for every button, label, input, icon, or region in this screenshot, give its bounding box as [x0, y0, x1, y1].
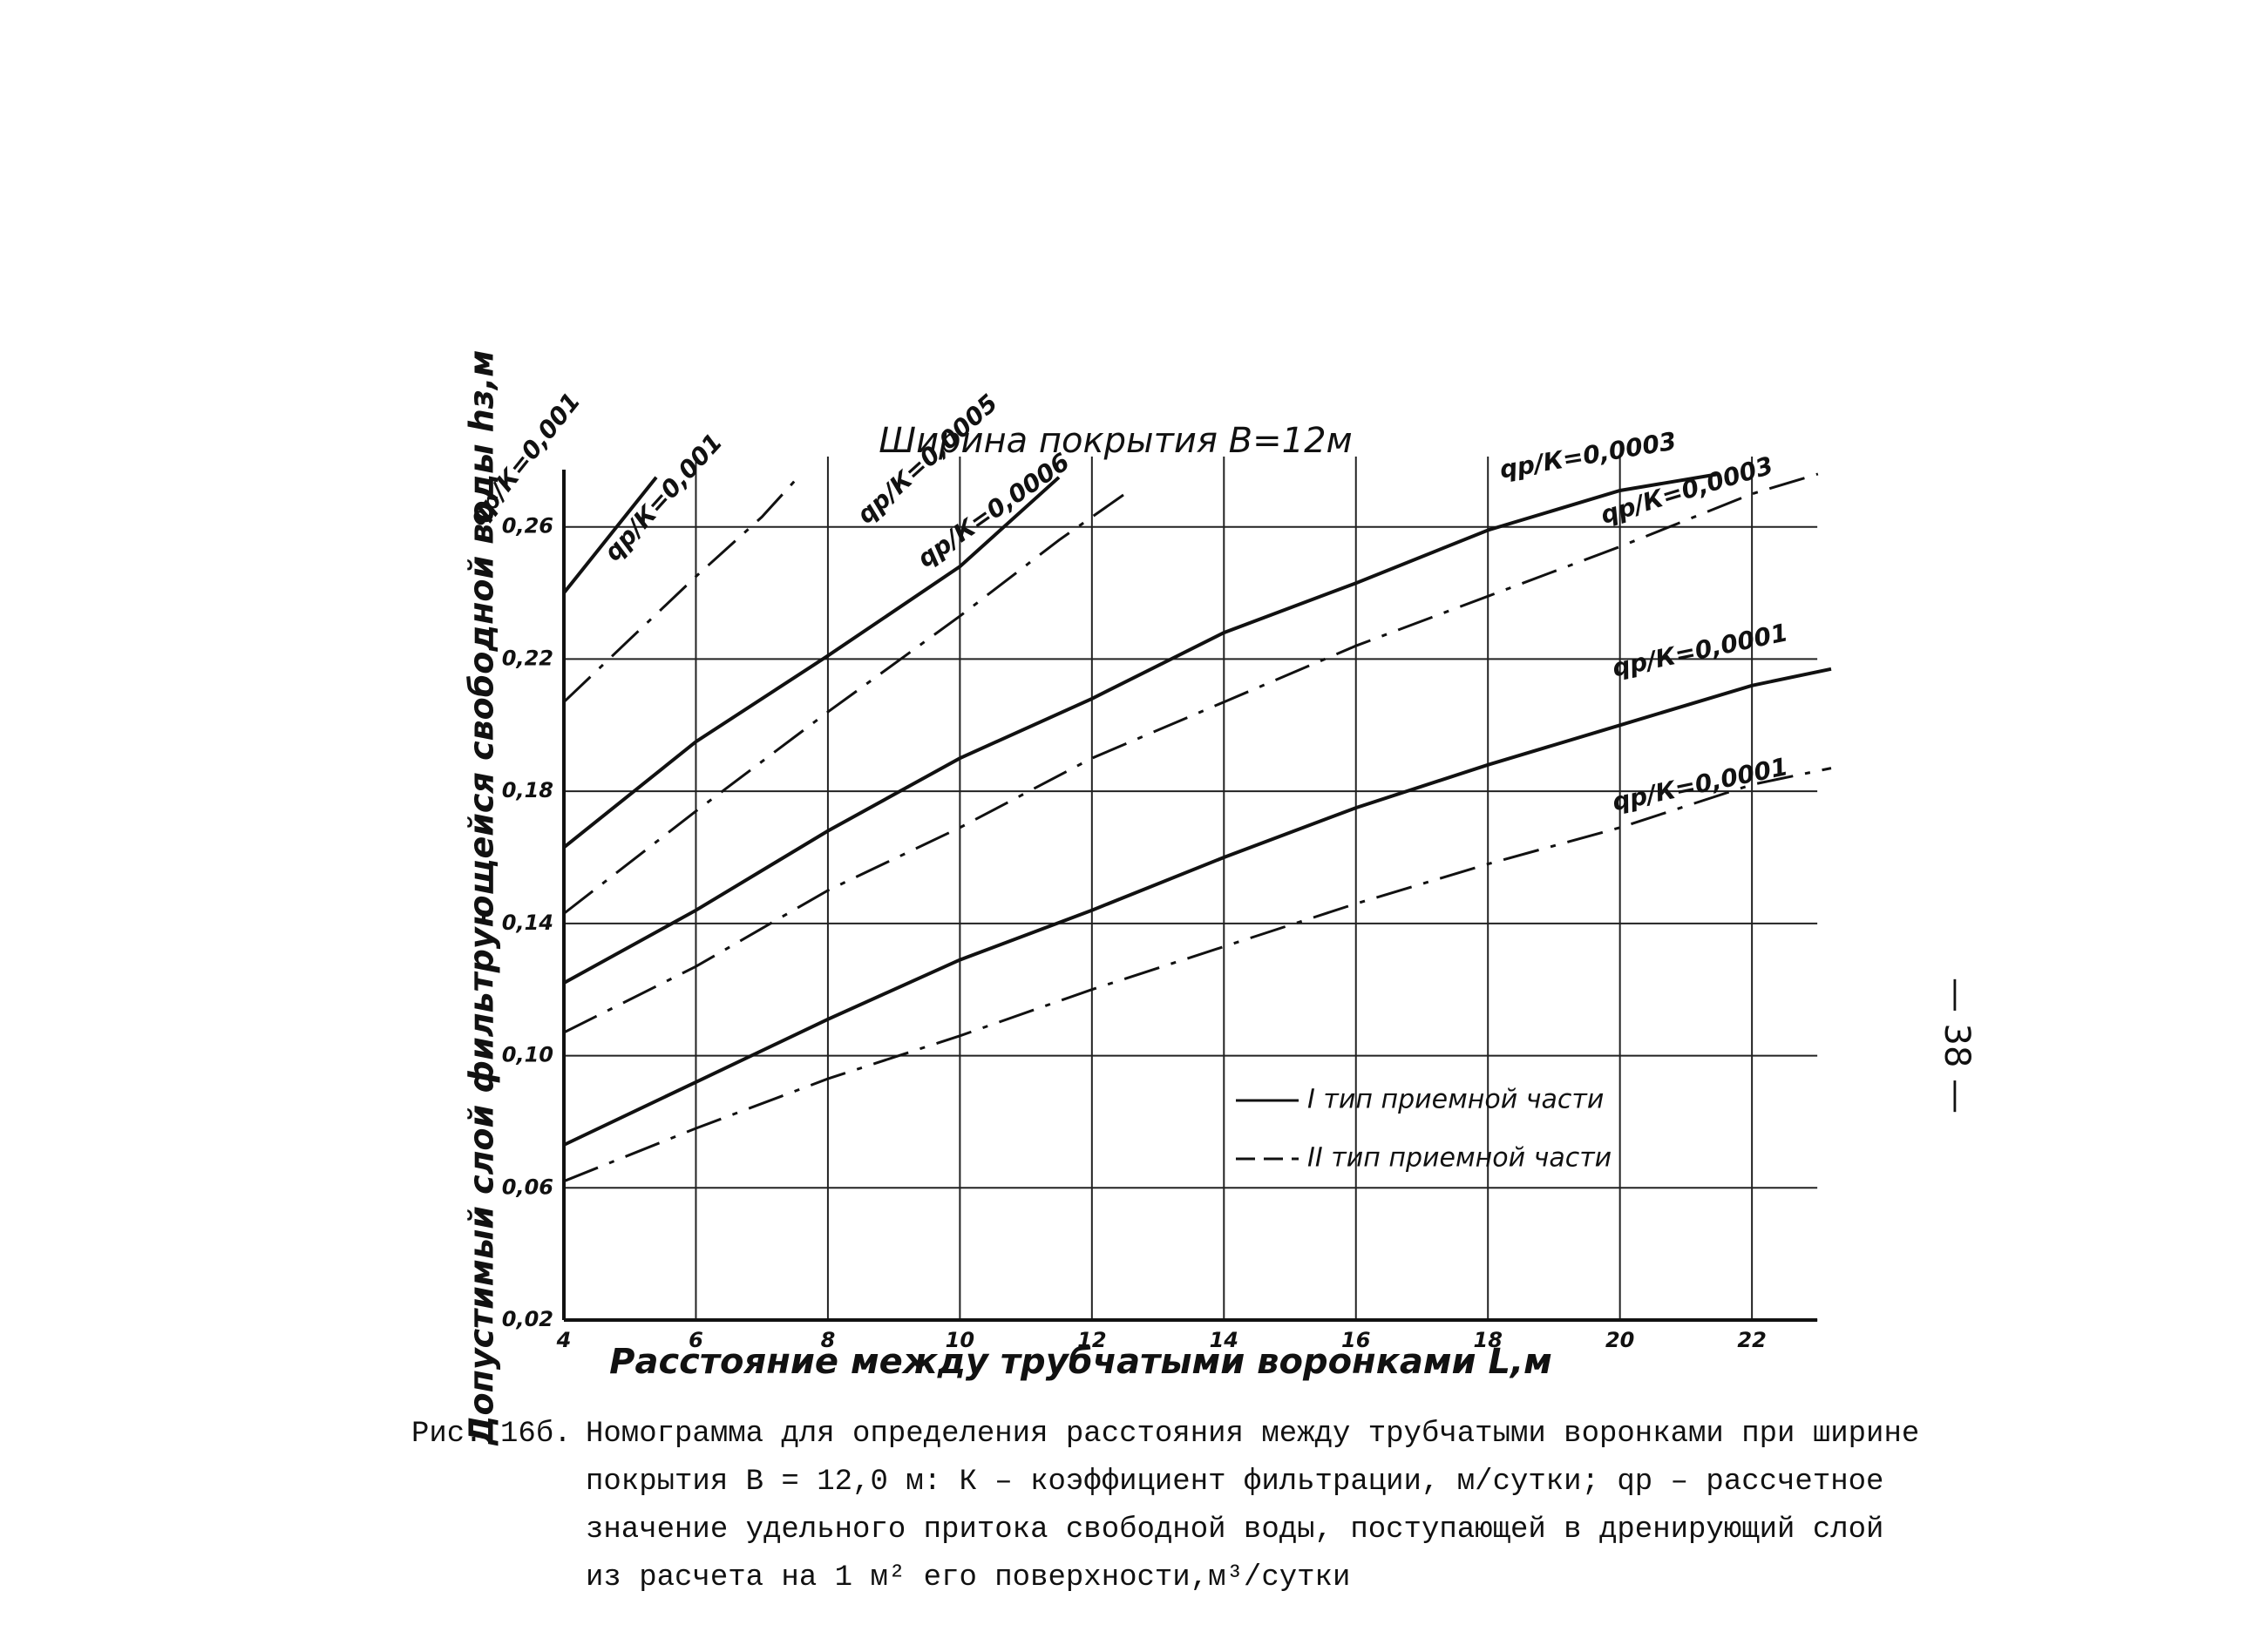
x-axis-label: Расстояние между трубчатыми воронками L,… — [609, 1342, 1552, 1382]
y-axis-label: Допустимый слой фильтрующейся свободной … — [463, 350, 501, 1446]
series-line — [563, 472, 1720, 985]
caption-line: из расчета на 1 м² его поверхности,м³/су… — [586, 1561, 1350, 1594]
y-tick-label: 0,14 — [502, 911, 553, 935]
caption-line: значение удельного притока свободной вод… — [586, 1513, 1883, 1547]
y-tick-label: 0,10 — [502, 1043, 553, 1067]
x-tick-label: 4 — [556, 1328, 572, 1352]
caption-line: Номограмма для определения расстояния ме… — [586, 1418, 1919, 1451]
x-tick-label: 12 — [1077, 1328, 1106, 1352]
legend-label: I тип приемной части — [1307, 1085, 1604, 1115]
series-line — [562, 476, 658, 594]
series-line — [562, 476, 1061, 850]
x-tick-label: 22 — [1737, 1328, 1766, 1352]
series-line — [563, 472, 1819, 1034]
series-line — [563, 767, 1832, 1183]
y-tick-label: 0,26 — [502, 514, 553, 538]
y-tick-label: 0,22 — [502, 646, 553, 670]
curve-label: qр/К=0,0003 — [1497, 426, 1678, 484]
x-tick-label: 6 — [689, 1328, 703, 1352]
x-tick-label: 10 — [946, 1328, 974, 1352]
series-line — [562, 479, 797, 703]
caption-line: покрытия B = 12,0 м: К – коэффициент фил… — [586, 1466, 1883, 1499]
series-line — [563, 667, 1832, 1147]
y-tick-label: 0,02 — [502, 1307, 553, 1331]
curve-label: qр/К=0,0001 — [1610, 618, 1790, 682]
y-tick-label: 0,06 — [502, 1175, 553, 1199]
curve-label: qр/К=0,0001 — [1610, 752, 1790, 816]
page-number: — 38 — — [1937, 978, 1977, 1114]
series-line — [563, 492, 1126, 915]
x-tick-label: 18 — [1474, 1328, 1503, 1352]
x-tick-label: 20 — [1605, 1328, 1634, 1352]
curve-label: qр/К=0,001 — [598, 428, 728, 566]
chart-title: Ширина покрытия B=12м — [879, 421, 1352, 461]
legend-label: II тип приемной части — [1307, 1143, 1612, 1174]
caption-label: Рис. 16б. — [411, 1418, 572, 1451]
x-tick-label: 8 — [821, 1328, 836, 1352]
x-tick-label: 14 — [1210, 1328, 1238, 1352]
x-tick-label: 16 — [1341, 1328, 1370, 1352]
y-tick-label: 0,18 — [502, 778, 553, 802]
